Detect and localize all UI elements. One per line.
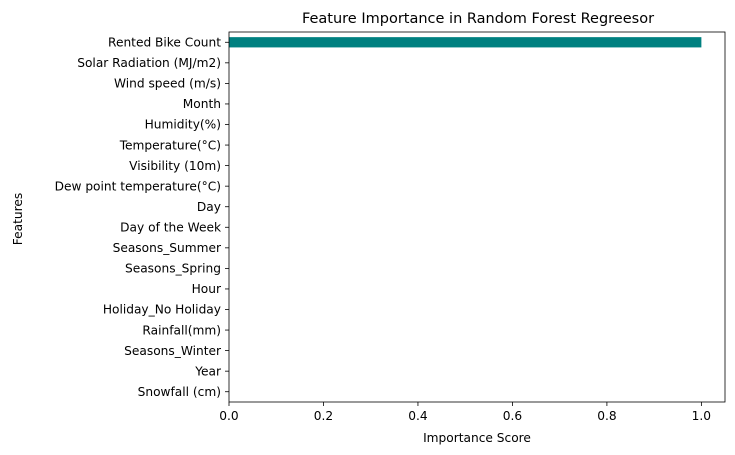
y-tick-label: Snowfall (cm): [138, 385, 221, 399]
y-tick-label: Wind speed (m/s): [114, 77, 221, 91]
y-tick-label: Month: [183, 97, 221, 111]
y-tick-label: Year: [194, 364, 222, 378]
x-tick-label: 0.6: [503, 409, 522, 423]
axes-frame: [228, 31, 726, 403]
y-tick-label: Rainfall(mm): [142, 323, 221, 337]
y-tick-label: Temperature(°C): [119, 138, 221, 152]
y-tick-label: Rented Bike Count: [108, 35, 221, 49]
y-tick-label: Seasons_Summer: [113, 241, 222, 255]
y-tick-label: Day of the Week: [120, 220, 222, 234]
plot-area: Rented Bike Count Solar Radiation (MJ/m2)…: [55, 31, 726, 423]
y-tick-label: Hour: [192, 282, 222, 296]
x-tick-label: 0.4: [408, 409, 428, 423]
y-tick-label: Solar Radiation (MJ/m2): [77, 56, 221, 70]
x-tick-label: 1.0: [692, 409, 711, 423]
y-tick-label: Day: [197, 200, 221, 214]
bar-rented-bike-count: [229, 37, 702, 48]
y-tick-label: Dew point temperature(°C): [55, 179, 221, 193]
x-tick-label: 0.2: [314, 409, 333, 423]
x-tick-label: 0.8: [597, 409, 616, 423]
y-tick-label: Seasons_Winter: [124, 344, 222, 358]
chart-title: Feature Importance in Random Forest Regr…: [302, 11, 654, 27]
y-tick-label: Humidity(%): [145, 118, 221, 132]
y-tick-label: Seasons_Spring: [125, 262, 221, 276]
y-tick-label: Visibility (10m): [129, 159, 221, 173]
x-axis-label: Importance Score: [423, 431, 531, 445]
x-tick-label: 0.0: [219, 409, 238, 423]
y-tick-label: Holiday_No Holiday: [103, 303, 221, 317]
y-axis-label: Features: [11, 193, 25, 245]
